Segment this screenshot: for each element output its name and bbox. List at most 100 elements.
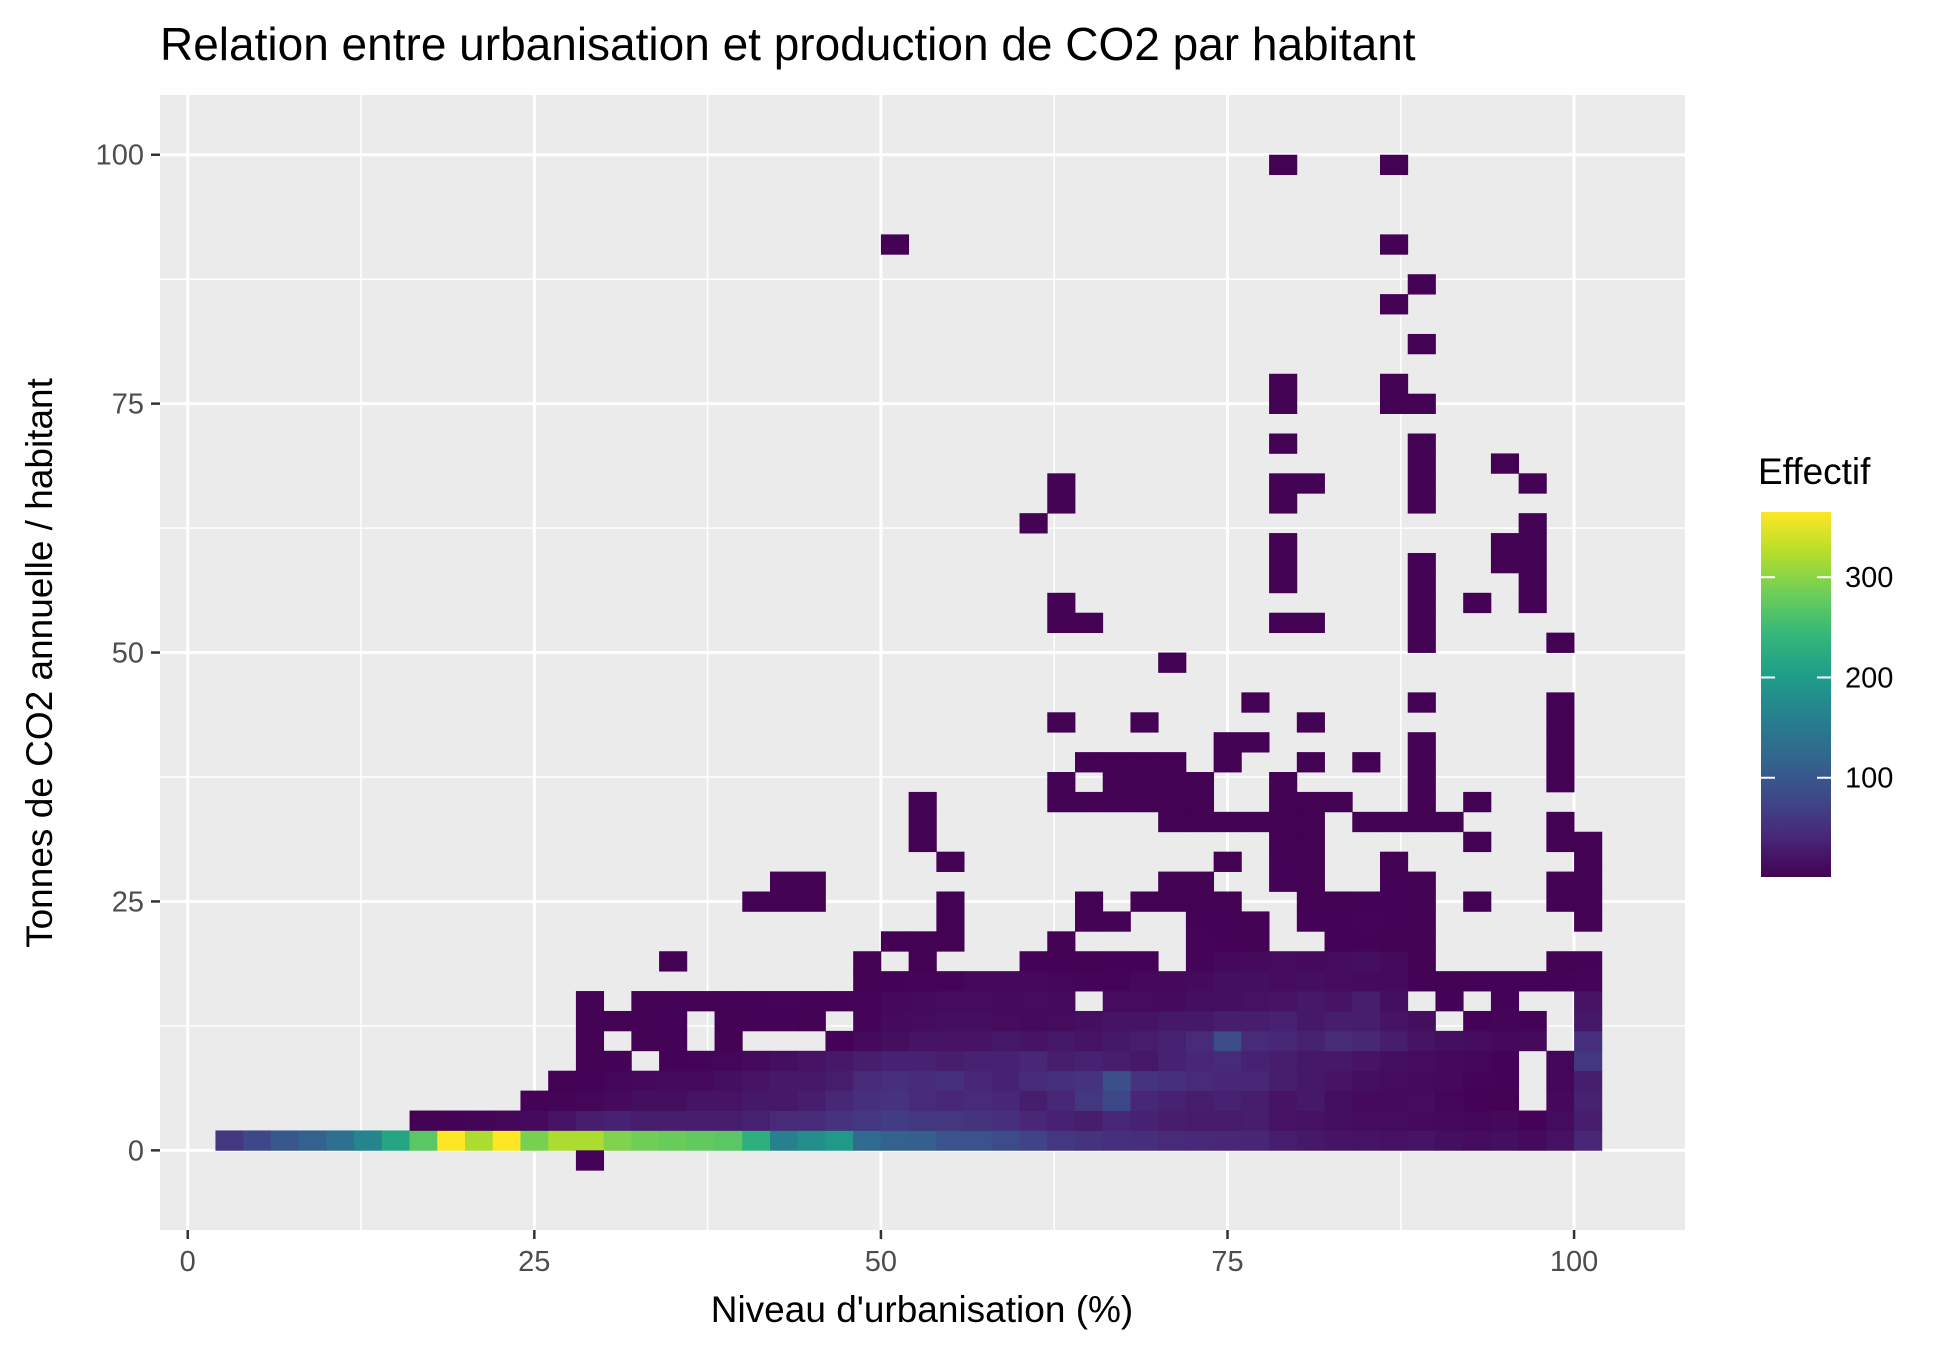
y-axis: 0 25 50 75 100 xyxy=(96,140,160,1167)
heatmap-cell xyxy=(1130,772,1159,793)
heatmap-cell xyxy=(1102,1130,1131,1151)
heatmap-cell xyxy=(1574,1050,1603,1072)
heatmap-cell xyxy=(936,891,965,912)
heatmap-cell xyxy=(1019,513,1048,534)
heatmap-cell xyxy=(1463,1110,1492,1131)
legend-tick-label: 300 xyxy=(1845,562,1893,594)
heatmap-cell xyxy=(1407,911,1436,932)
heatmap-cell xyxy=(1463,1030,1492,1052)
heatmap-cell xyxy=(1130,791,1159,813)
heatmap-cell xyxy=(1380,1110,1409,1131)
legend-ticks: 100 200 300 xyxy=(1761,562,1893,795)
heatmap-cell xyxy=(908,951,937,972)
heatmap-cell xyxy=(770,1050,799,1072)
heatmap-cell xyxy=(1324,1090,1353,1111)
heatmap-cell xyxy=(520,1090,549,1111)
heatmap-cell xyxy=(1463,971,1492,992)
heatmap-cell xyxy=(1075,891,1104,912)
heatmap-cell xyxy=(964,1110,993,1131)
heatmap-cell xyxy=(770,991,799,1012)
heatmap-cell xyxy=(770,891,799,912)
heatmap-cell xyxy=(825,1130,854,1151)
heatmap-cell xyxy=(1296,831,1325,853)
heatmap-cell xyxy=(1269,971,1298,992)
y-tick-label: 75 xyxy=(112,389,144,421)
heatmap-cell xyxy=(1546,1070,1575,1092)
heatmap-cell xyxy=(1075,1010,1104,1032)
heatmap-cell xyxy=(964,1130,993,1151)
y-tick-label: 100 xyxy=(96,140,144,172)
heatmap-cell xyxy=(964,1090,993,1111)
heatmap-cell xyxy=(603,1130,632,1151)
heatmap-cell xyxy=(1546,712,1575,733)
heatmap-cell xyxy=(1352,891,1381,912)
heatmap-cell xyxy=(1213,891,1242,912)
heatmap-cell xyxy=(1407,333,1436,355)
heatmap-cell xyxy=(1130,1030,1159,1052)
heatmap-cell xyxy=(1546,632,1575,653)
heatmap-cell xyxy=(1435,1090,1464,1111)
heatmap-cell xyxy=(797,1070,826,1092)
heatmap-cell xyxy=(880,1030,910,1052)
heatmap-cell xyxy=(659,991,688,1012)
heatmap-cell xyxy=(908,971,937,992)
heatmap-cell xyxy=(853,1010,882,1032)
heatmap-cell xyxy=(1158,971,1187,992)
heatmap-cell xyxy=(1213,971,1242,992)
heatmap-cell xyxy=(797,1090,826,1111)
heatmap-cell xyxy=(1102,1030,1131,1052)
heatmap-cell xyxy=(631,1130,660,1151)
heatmap-cell xyxy=(1269,533,1298,554)
heatmap-cell xyxy=(1324,971,1353,992)
heatmap-cell xyxy=(1574,1030,1603,1052)
heatmap-cell xyxy=(991,1030,1020,1052)
heatmap-cell xyxy=(1296,1110,1325,1131)
heatmap-cell xyxy=(1185,1110,1215,1131)
heatmap-cell xyxy=(1185,951,1215,972)
heatmap-cell xyxy=(1158,1050,1187,1072)
heatmap-cell xyxy=(1296,991,1325,1012)
heatmap-cell xyxy=(1019,1130,1048,1151)
heatmap-cell xyxy=(1269,493,1298,514)
heatmap-cell xyxy=(936,931,965,952)
heatmap-cell xyxy=(1269,1130,1298,1151)
heatmap-cell xyxy=(1241,1030,1270,1052)
heatmap-cell xyxy=(1213,732,1242,753)
heatmap-cell xyxy=(1324,991,1353,1012)
heatmap-cell xyxy=(1546,1050,1575,1072)
heatmap-cell xyxy=(409,1130,438,1151)
heatmap-cell xyxy=(936,1010,965,1032)
heatmap-cell xyxy=(603,1090,632,1111)
heatmap-cell xyxy=(1075,1070,1104,1092)
heatmap-cell xyxy=(1490,1110,1520,1131)
heatmap-cell xyxy=(714,991,743,1012)
x-tick-label: 100 xyxy=(1550,1246,1598,1278)
heatmap-cell xyxy=(1241,1010,1270,1032)
heatmap-cell xyxy=(659,1030,688,1052)
heatmap-cell xyxy=(1130,752,1159,773)
heatmap-cell xyxy=(880,971,910,992)
heatmap-cell xyxy=(1352,971,1381,992)
heatmap-cell xyxy=(1269,1110,1298,1131)
heatmap-cell xyxy=(1047,791,1076,813)
heatmap-cell xyxy=(825,1110,854,1131)
heatmap-cell xyxy=(1241,1070,1270,1092)
heatmap-cell xyxy=(1407,1090,1436,1111)
heatmap-cell xyxy=(1047,592,1076,614)
heatmap-cell xyxy=(659,1130,688,1151)
heatmap-cell xyxy=(1047,1110,1076,1131)
legend: Effectif 100 200 300 xyxy=(1758,451,1893,877)
heatmap-cell xyxy=(1435,991,1464,1012)
heatmap-cell xyxy=(908,1030,937,1052)
heatmap-cell xyxy=(1407,592,1436,614)
heatmap-cell xyxy=(1380,373,1409,395)
heatmap-cell xyxy=(880,1010,910,1032)
heatmap-cell xyxy=(1490,533,1520,554)
heatmap-cell xyxy=(686,1130,715,1151)
heatmap-cell xyxy=(1380,811,1409,833)
heatmap-cell xyxy=(1324,1010,1353,1032)
heatmap-cells xyxy=(215,154,1603,1171)
heatmap-cell xyxy=(1241,1090,1270,1111)
heatmap-cell xyxy=(631,1030,660,1052)
heatmap-cell xyxy=(1296,811,1325,833)
